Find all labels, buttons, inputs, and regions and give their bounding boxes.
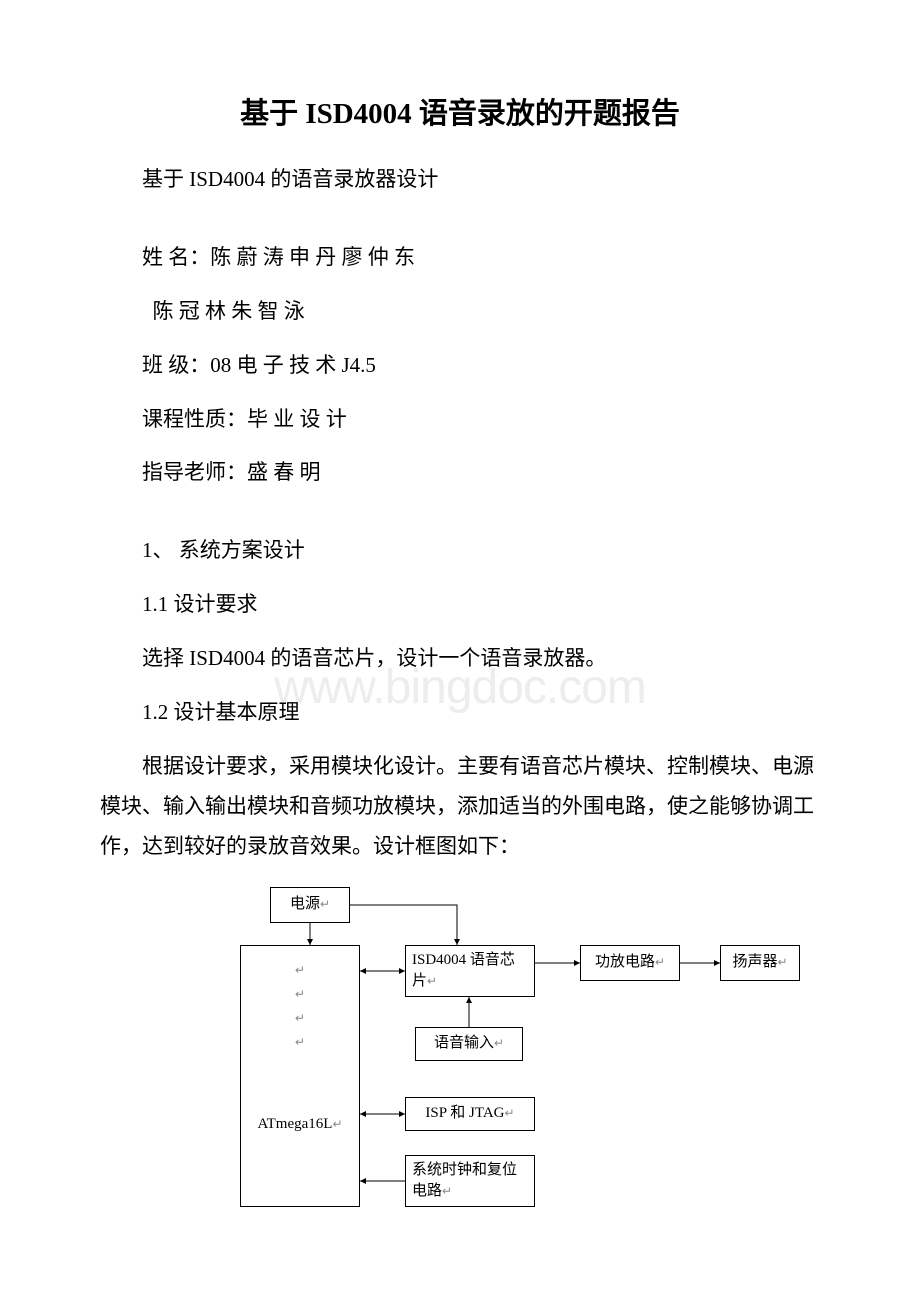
requirements-body: 选择 ISD4004 的语音芯片，设计一个语音录放器。 <box>100 639 820 679</box>
author-names-line1: 姓 名：陈 蔚 涛 申 丹 廖 仲 东 <box>100 238 820 278</box>
author-names-line2: 陈 冠 林 朱 智 泳 <box>100 292 820 332</box>
class-line: 班 级：08 电 子 技 术 J4.5 <box>100 346 820 386</box>
spacer <box>100 214 820 238</box>
section-1-2-heading: 1.2 设计基本原理 <box>100 693 820 733</box>
page-title: 基于 ISD4004 语音录放的开题报告 <box>100 90 820 132</box>
principle-body: 根据设计要求，采用模块化设计。主要有语音芯片模块、控制模块、电源模块、输入输出模… <box>100 747 820 867</box>
course-line: 课程性质：毕 业 设 计 <box>100 400 820 440</box>
block-diagram: 电源↵↵↵↵↵ATmega16L↵ISD4004 语音芯片↵功放电路↵扬声器↵语… <box>100 887 820 1217</box>
section-1-1-heading: 1.1 设计要求 <box>100 585 820 625</box>
subtitle: 基于 ISD4004 的语音录放器设计 <box>100 160 820 200</box>
spacer <box>100 507 820 531</box>
document-body: 基于 ISD4004 语音录放的开题报告 基于 ISD4004 的语音录放器设计… <box>100 90 820 1217</box>
diagram-arrows <box>210 887 800 1217</box>
teacher-line: 指导老师：盛 春 明 <box>100 453 820 493</box>
section-1-heading: 1、 系统方案设计 <box>100 531 820 571</box>
